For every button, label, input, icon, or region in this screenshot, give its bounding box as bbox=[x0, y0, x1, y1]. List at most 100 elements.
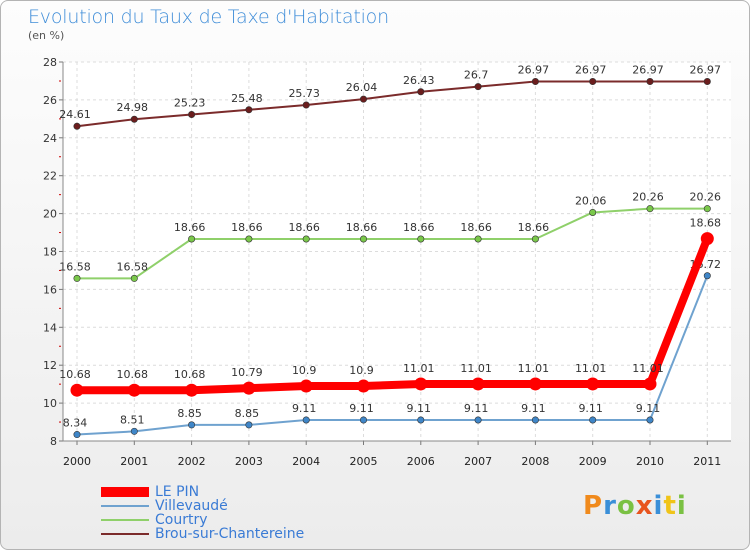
data-label-villevaud: 9.11 bbox=[292, 402, 317, 415]
brand-letter: P bbox=[583, 491, 604, 521]
data-point-villevaud bbox=[73, 431, 81, 439]
data-label-brou-sur-chantereine: 26.04 bbox=[346, 81, 378, 94]
data-label-courtry: 18.66 bbox=[403, 221, 435, 234]
data-point-courtry bbox=[302, 235, 310, 243]
x-tick-label: 2007 bbox=[464, 455, 492, 468]
data-point-courtry bbox=[359, 235, 367, 243]
data-label-le-pin: 10.79 bbox=[231, 366, 263, 379]
data-label-villevaud: 9.11 bbox=[578, 402, 603, 415]
data-label-brou-sur-chantereine: 26.43 bbox=[403, 74, 435, 87]
x-tick-label: 2009 bbox=[579, 455, 607, 468]
brand-letter: o bbox=[616, 491, 636, 521]
data-point-brou-sur-chantereine bbox=[646, 78, 654, 86]
data-label-brou-sur-chantereine: 25.73 bbox=[288, 87, 320, 100]
brand-letter: r bbox=[603, 491, 617, 521]
data-point-villevaud bbox=[359, 416, 367, 424]
data-label-brou-sur-chantereine: 26.97 bbox=[518, 64, 550, 77]
data-label-courtry: 18.66 bbox=[346, 221, 378, 234]
data-point-courtry bbox=[589, 208, 597, 216]
data-point-le-pin bbox=[700, 232, 714, 246]
data-point-villevaud bbox=[417, 416, 425, 424]
data-point-courtry bbox=[130, 274, 138, 282]
data-label-le-pin: 11.01 bbox=[403, 362, 435, 375]
brand-logo: Proxiti bbox=[583, 491, 687, 521]
data-label-courtry: 18.66 bbox=[518, 221, 550, 234]
data-point-le-pin bbox=[471, 377, 485, 391]
data-point-villevaud bbox=[245, 421, 253, 429]
series-line-courtry bbox=[76, 207, 709, 280]
data-label-villevaud: 9.11 bbox=[464, 402, 489, 415]
brand-letter: i bbox=[676, 491, 687, 521]
legend-swatch bbox=[101, 533, 149, 535]
data-label-brou-sur-chantereine: 24.61 bbox=[59, 108, 91, 121]
y-tick-label: 24 bbox=[43, 132, 57, 145]
legend-item: Brou-sur-Chantereine bbox=[101, 526, 305, 542]
y-tick-label: 28 bbox=[43, 56, 57, 69]
x-tick-label: 2010 bbox=[636, 455, 664, 468]
data-label-villevaud: 9.11 bbox=[349, 402, 374, 415]
data-point-le-pin bbox=[528, 377, 542, 391]
legend-label: Villevaudé bbox=[155, 498, 228, 514]
brand-letter: x bbox=[635, 491, 654, 521]
data-point-courtry bbox=[245, 235, 253, 243]
data-label-le-pin: 10.68 bbox=[59, 368, 91, 381]
data-point-brou-sur-chantereine bbox=[589, 78, 597, 86]
x-tick-label: 2002 bbox=[178, 455, 206, 468]
data-point-brou-sur-chantereine bbox=[359, 95, 367, 103]
chart-unit: (en %) bbox=[28, 29, 65, 42]
data-label-le-pin: 10.68 bbox=[174, 368, 206, 381]
data-point-villevaud bbox=[130, 427, 138, 435]
y-tick-label: 14 bbox=[43, 321, 57, 334]
data-label-courtry: 18.66 bbox=[231, 221, 263, 234]
y-tick-label: 18 bbox=[43, 246, 57, 259]
data-point-courtry bbox=[703, 205, 711, 213]
legend-swatch bbox=[101, 505, 149, 507]
data-label-le-pin: 11.01 bbox=[460, 362, 492, 375]
data-point-le-pin bbox=[185, 383, 199, 397]
x-tick-label: 2011 bbox=[693, 455, 721, 468]
data-label-le-pin: 10.68 bbox=[117, 368, 149, 381]
data-point-villevaud bbox=[474, 416, 482, 424]
data-label-le-pin: 11.01 bbox=[632, 362, 664, 375]
data-point-le-pin bbox=[299, 379, 313, 393]
data-point-brou-sur-chantereine bbox=[73, 122, 81, 130]
data-point-brou-sur-chantereine bbox=[302, 101, 310, 109]
data-point-le-pin bbox=[127, 383, 141, 397]
data-point-courtry bbox=[474, 235, 482, 243]
data-label-brou-sur-chantereine: 26.97 bbox=[632, 64, 664, 77]
legend-swatch bbox=[101, 487, 149, 497]
y-tick-label: 22 bbox=[43, 170, 57, 183]
data-point-villevaud bbox=[531, 416, 539, 424]
data-label-villevaud: 8.51 bbox=[120, 413, 145, 426]
data-point-brou-sur-chantereine bbox=[703, 78, 711, 86]
y-tick-label: 16 bbox=[43, 283, 57, 296]
data-point-brou-sur-chantereine bbox=[531, 78, 539, 86]
legend-label: Brou-sur-Chantereine bbox=[155, 526, 305, 542]
data-label-villevaud: 8.85 bbox=[177, 407, 202, 420]
legend-item: Courtry bbox=[101, 512, 208, 528]
data-point-courtry bbox=[531, 235, 539, 243]
data-label-villevaud: 8.85 bbox=[235, 407, 260, 420]
y-tick-label: 8 bbox=[50, 435, 57, 448]
data-point-courtry bbox=[188, 235, 196, 243]
x-tick-label: 2004 bbox=[292, 455, 320, 468]
data-point-villevaud bbox=[302, 416, 310, 424]
legend-item: Villevaudé bbox=[101, 498, 228, 514]
data-point-brou-sur-chantereine bbox=[130, 115, 138, 123]
x-tick-label: 2006 bbox=[407, 455, 435, 468]
legend-item: LE PIN bbox=[101, 484, 199, 500]
data-point-le-pin bbox=[357, 379, 370, 393]
data-label-courtry: 16.58 bbox=[59, 260, 91, 273]
data-label-brou-sur-chantereine: 24.98 bbox=[117, 101, 149, 114]
x-tick-label: 2000 bbox=[63, 455, 91, 468]
data-point-le-pin bbox=[586, 377, 600, 391]
data-point-le-pin bbox=[242, 381, 256, 395]
data-point-brou-sur-chantereine bbox=[245, 106, 253, 114]
data-label-courtry: 20.26 bbox=[690, 191, 722, 204]
legend-label: Courtry bbox=[155, 512, 208, 528]
brand-letter: t bbox=[663, 491, 677, 521]
data-label-le-pin: 11.01 bbox=[518, 362, 550, 375]
data-label-courtry: 18.66 bbox=[460, 221, 492, 234]
x-tick-label: 2003 bbox=[235, 455, 263, 468]
